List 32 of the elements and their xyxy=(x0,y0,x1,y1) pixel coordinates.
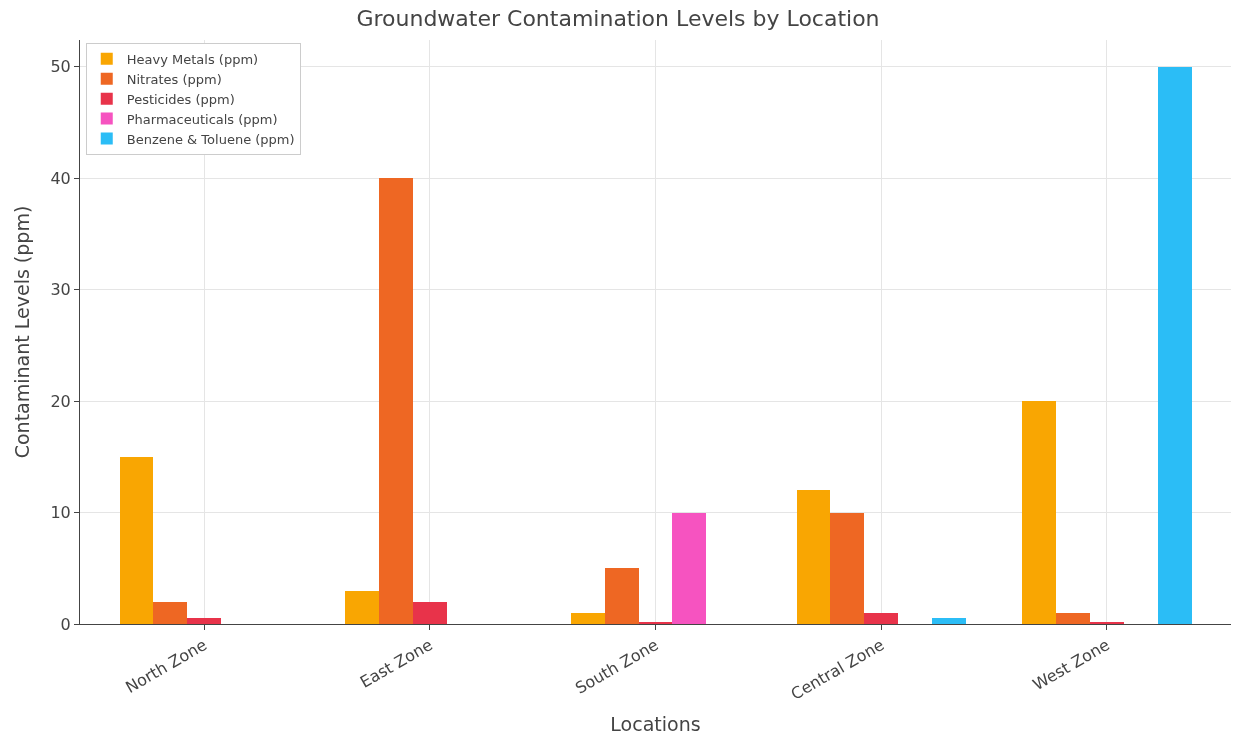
y-tick-label: 0 xyxy=(60,614,71,634)
legend-label: Benzene & Toluene (ppm) xyxy=(126,131,295,147)
y-tick-label: 10 xyxy=(50,503,71,523)
y-tick-label: 30 xyxy=(50,280,71,300)
bar xyxy=(120,457,153,624)
legend-label: Heavy Metals (ppm) xyxy=(126,51,259,67)
bar xyxy=(379,178,413,624)
bar xyxy=(605,568,639,624)
y-tick-label: 50 xyxy=(50,57,71,77)
bar xyxy=(571,613,605,624)
x-axis-title: Locations xyxy=(610,713,701,736)
bar xyxy=(932,618,966,624)
y-tick-label: 40 xyxy=(50,168,71,188)
bar xyxy=(345,591,379,624)
legend-label: Pharmaceuticals (ppm) xyxy=(126,111,278,127)
bar xyxy=(187,618,221,624)
chart-title: Groundwater Contamination Levels by Location xyxy=(356,6,880,32)
bar xyxy=(830,513,864,624)
y-axis-title: Contaminant Levels (ppm) xyxy=(11,205,34,459)
legend-label: Nitrates (ppm) xyxy=(126,71,222,87)
y-tick-label: 20 xyxy=(50,391,71,411)
bar xyxy=(797,490,830,624)
x-tick-label: West Zone xyxy=(1029,635,1113,695)
x-tick-label: East Zone xyxy=(356,635,436,692)
legend-label: Pesticides (ppm) xyxy=(126,91,235,107)
bar xyxy=(1158,67,1192,624)
bar xyxy=(1056,613,1090,624)
bar xyxy=(864,613,898,624)
bar xyxy=(1022,401,1056,624)
bar xyxy=(413,602,447,624)
bar xyxy=(153,602,187,624)
bar xyxy=(672,513,706,624)
